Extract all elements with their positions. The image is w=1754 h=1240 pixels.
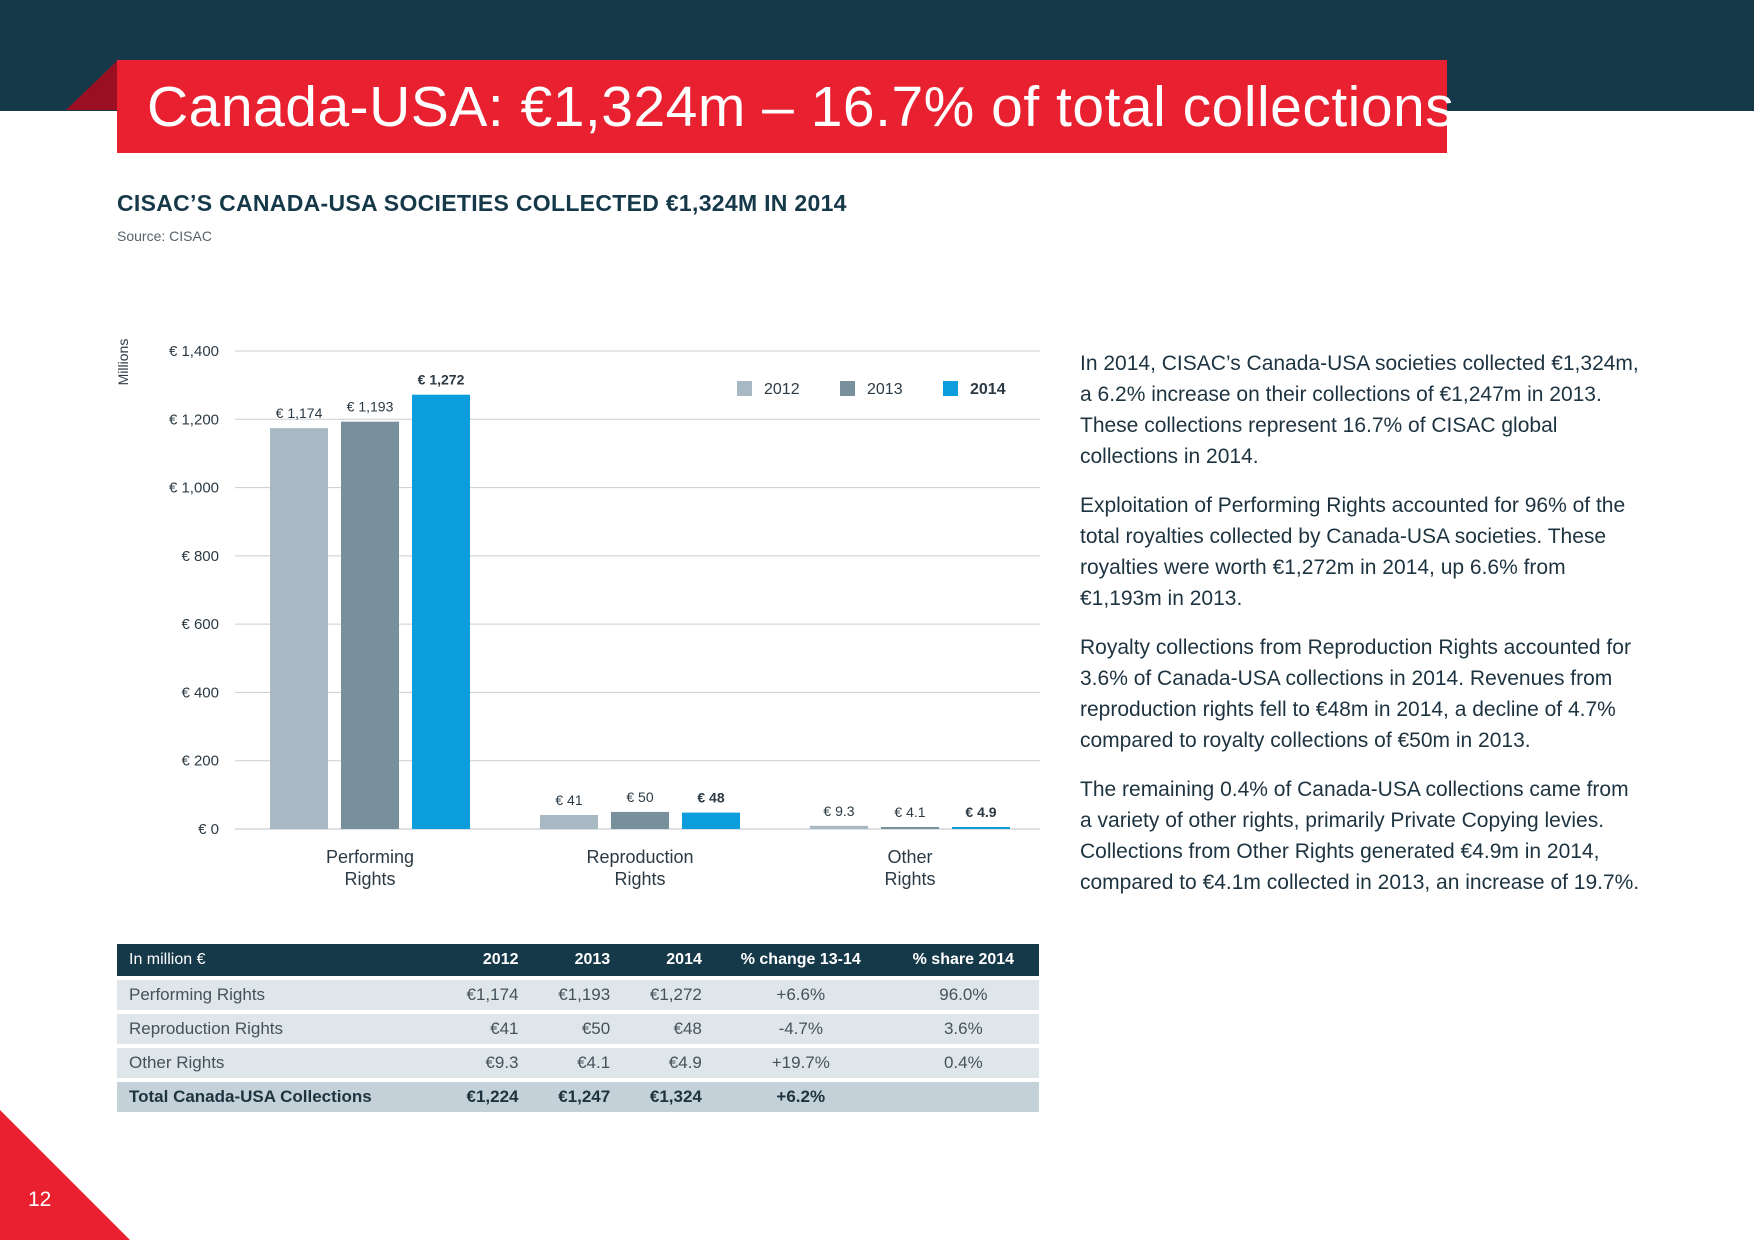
table-header-cell: 2014 [622,944,714,976]
bar-chart: € 0 € 200 € 400 € 600 € 800 € 1,000 € 1,200 € 1… [115,339,1040,889]
chart-heading: CISAC’S CANADA-USA SOCIETIES COLLECTED €… [117,190,847,216]
y-tick-label: € 200 [181,753,219,770]
table-cell: €4.1 [530,1048,623,1078]
chart-legend: 2012 2013 2014 [737,381,1006,398]
table-header-cell: 2012 [438,944,531,976]
chart-bars: € 1,174 € 1,193 € 1,272 € 41 € 50 € 48 € 9.3 € … [270,372,1010,829]
table-cell: €1,224 [438,1082,531,1112]
data-label: € 1,272 [418,372,465,388]
bar-2014 [412,394,470,829]
table-cell: 96.0% [887,980,1039,1010]
table-row: Reproduction Rights €41 €50 €48 -4.7% 3.… [117,1014,1039,1044]
legend-swatch [737,381,752,396]
data-label: € 48 [697,790,724,806]
table-row: Performing Rights €1,174 €1,193 €1,272 +… [117,980,1039,1010]
table-header-cell: % change 13-14 [713,944,888,976]
table-cell: -4.7% [713,1014,888,1044]
y-tick-label: € 600 [181,616,219,633]
table-cell: Reproduction Rights [117,1014,439,1044]
table-cell: Other Rights [117,1048,439,1078]
table-cell: €1,324 [622,1082,714,1112]
table-cell: €4.9 [622,1048,714,1078]
table-cell: €9.3 [438,1048,531,1078]
body-text: In 2014, CISAC’s Canada-USA societies co… [1080,348,1640,916]
table-cell: €1,193 [530,980,623,1010]
body-paragraph: In 2014, CISAC’s Canada-USA societies co… [1080,352,1639,468]
page-number: 12 [28,1188,52,1211]
legend-label: 2013 [867,381,903,398]
y-tick-label: € 400 [181,684,219,701]
chart-source: Source: CISAC [117,228,212,244]
y-tick-label: € 1,400 [169,343,219,360]
y-tick-label: € 800 [181,548,219,565]
y-axis-label: Millions [115,339,131,386]
bar-2014 [952,827,1010,829]
y-axis: € 0 € 200 € 400 € 600 € 800 € 1,000 € 1,200 € 1… [115,339,219,838]
table-header-cell: In million € [117,944,439,976]
table-cell: 3.6% [887,1014,1039,1044]
bar-2012 [540,815,598,829]
data-label: € 4.1 [894,804,925,820]
table-cell: €41 [438,1014,531,1044]
table-cell: Total Canada-USA Collections [117,1082,439,1112]
body-paragraph: Royalty collections from Reproduction Ri… [1080,636,1631,752]
body-paragraph: Exploitation of Performing Rights accoun… [1080,494,1626,610]
bar-2012 [810,825,868,829]
data-label: € 1,174 [276,405,323,421]
collections-table: In million € 2012 2013 2014 % change 13-… [117,940,1039,1116]
x-axis: PerformingRightsReproductionRightsOtherR… [326,847,936,889]
table-cell: €1,247 [530,1082,623,1112]
table-header-row: In million € 2012 2013 2014 % change 13-… [117,944,1039,976]
table-cell: €48 [622,1014,714,1044]
data-label: € 9.3 [823,803,854,819]
data-label: € 1,193 [347,399,394,415]
table-cell: €1,174 [438,980,531,1010]
table-cell: +6.6% [713,980,888,1010]
data-label: € 50 [626,789,653,805]
y-tick-label: € 0 [198,821,219,838]
data-label: € 41 [555,792,582,808]
table-cell [887,1082,1039,1112]
bar-2013 [341,421,399,829]
y-tick-label: € 1,200 [169,411,219,428]
table-cell: €50 [530,1014,623,1044]
x-tick-label: Rights [344,869,395,889]
table-cell: +6.2% [713,1082,888,1112]
x-tick-label: Rights [884,869,935,889]
legend-swatch [943,381,958,396]
table-cell: €1,272 [622,980,714,1010]
table-cell: Performing Rights [117,980,439,1010]
bar-2013 [611,811,669,829]
x-tick-label: Other [887,847,932,867]
x-tick-label: Performing [326,847,414,867]
table-cell: +19.7% [713,1048,888,1078]
y-tick-label: € 1,000 [169,480,219,497]
x-tick-label: Reproduction [586,847,693,867]
title-banner: Canada-USA: €1,324m – 16.7% of total col… [117,60,1454,153]
table-total-row: Total Canada-USA Collections €1,224 €1,2… [117,1082,1039,1112]
corner-decoration [0,1110,130,1240]
table-header-cell: % share 2014 [887,944,1039,976]
table-header-cell: 2013 [530,944,623,976]
body-paragraph: The remaining 0.4% of Canada-USA collect… [1080,778,1640,894]
bar-2012 [270,428,328,829]
data-label: € 4.9 [965,804,996,820]
legend-label: 2014 [970,381,1006,398]
x-tick-label: Rights [614,869,665,889]
bar-2014 [682,812,740,829]
title-fold-decoration [66,60,118,110]
legend-label: 2012 [764,381,800,398]
legend-swatch [840,381,855,396]
table-row: Other Rights €9.3 €4.1 €4.9 +19.7% 0.4% [117,1048,1039,1078]
table-cell: 0.4% [887,1048,1039,1078]
bar-2013 [881,827,939,829]
page-title: Canada-USA: €1,324m – 16.7% of total col… [147,74,1455,139]
